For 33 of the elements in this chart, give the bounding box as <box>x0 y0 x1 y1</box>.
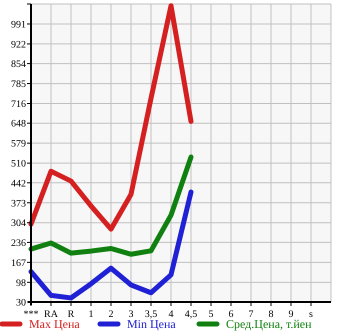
y-tick-label: 98 <box>16 278 26 289</box>
y-tick-label: 991 <box>11 19 26 30</box>
y-tick-label: 648 <box>11 118 26 130</box>
legend-label: Сред.Цена, т.йен <box>226 317 312 331</box>
legend-label: Max Цена <box>29 317 80 331</box>
x-tick-label: R <box>68 309 75 320</box>
y-tick-label: 30 <box>16 298 26 308</box>
y-tick-label: 442 <box>11 178 26 190</box>
y-tick-label: 510 <box>11 158 26 170</box>
x-tick-label: 9 <box>288 309 294 320</box>
x-tick-label: 5 <box>208 309 214 320</box>
y-tick-label: 236 <box>11 238 26 249</box>
y-tick-label: 922 <box>11 39 26 50</box>
y-tick-label: 167 <box>11 258 26 269</box>
x-tick-label: 8 <box>268 309 274 320</box>
x-tick-label: 3 <box>128 309 134 320</box>
y-tick-label: 785 <box>11 79 26 90</box>
x-tick-label: 4,5 <box>184 309 198 320</box>
y-tick-label: 579 <box>11 138 26 150</box>
x-tick-label: 6 <box>228 309 234 320</box>
y-tick-label: 854 <box>11 59 26 70</box>
x-tick-label: 4 <box>168 309 174 320</box>
x-tick-label: 1 <box>88 309 94 320</box>
x-tick-label: 3,5 <box>144 309 158 320</box>
y-tick-label: 373 <box>11 198 26 210</box>
x-tick-label: *** <box>24 309 38 320</box>
y-tick-label: 716 <box>11 99 26 110</box>
x-tick-label: 7 <box>248 309 254 320</box>
legend-label: Min Цена <box>127 317 176 331</box>
x-tick-label: 2 <box>108 309 114 320</box>
y-tick-label: 304 <box>11 218 26 230</box>
x-tick-label: s <box>309 309 314 320</box>
x-tick-label: RA <box>44 309 59 320</box>
